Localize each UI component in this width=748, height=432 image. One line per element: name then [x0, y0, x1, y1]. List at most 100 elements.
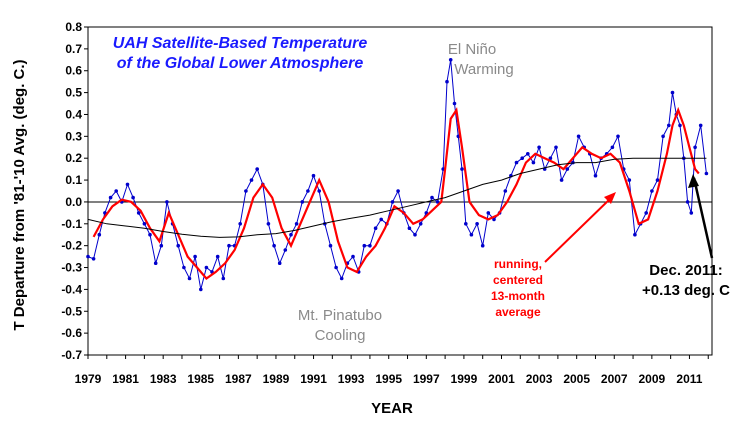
monthly-point	[266, 222, 271, 226]
dec-2011-arrowhead	[688, 174, 699, 188]
trend-line	[87, 157, 707, 238]
dec-2011-label-2: +0.13 deg. C	[642, 282, 730, 299]
monthly-point	[91, 257, 96, 261]
monthly-point	[176, 243, 180, 248]
monthly-point	[142, 222, 147, 226]
monthly-point	[526, 152, 530, 156]
x-tick-label: 2009	[639, 372, 666, 386]
monthly-point	[698, 123, 703, 128]
monthly-point	[460, 167, 464, 171]
x-tick-label: 1999	[451, 372, 478, 386]
monthly-point	[238, 222, 242, 226]
x-tick-label: 1989	[263, 372, 290, 386]
y-tick-label: 0.7	[65, 42, 82, 56]
series-layer	[86, 58, 709, 292]
monthly-point	[407, 226, 412, 230]
monthly-point	[249, 178, 254, 182]
monthly-point	[452, 101, 457, 106]
monthly-point	[311, 173, 316, 178]
y-tick-label: -0.1	[61, 217, 82, 231]
x-tick-label: 1991	[300, 372, 327, 386]
monthly-point	[593, 173, 598, 178]
chart-title-line-2: of the Global Lower Atmosphere	[117, 55, 364, 72]
monthly-point	[114, 189, 118, 193]
x-tick-label: 1997	[413, 372, 440, 386]
monthly-point	[368, 243, 372, 248]
chart-title-line-1: UAH Satellite-Based Temperature	[113, 35, 368, 52]
y-tick-label: 0.0	[65, 195, 82, 209]
y-tick-label: -0.3	[61, 261, 82, 275]
y-tick-label: 0.2	[65, 151, 82, 165]
monthly-point	[283, 248, 288, 252]
x-tick-label: 2011	[676, 372, 702, 386]
running-arrow	[544, 195, 614, 263]
monthly-point	[650, 189, 654, 193]
y-tick-label: -0.2	[61, 239, 82, 253]
y-tick-label: 0.8	[65, 20, 82, 34]
running-label-3: 13-month	[491, 289, 545, 303]
monthly-point	[678, 123, 682, 128]
x-tick-label: 1985	[187, 372, 214, 386]
x-tick-label: 1979	[75, 372, 102, 386]
running-label-1: running,	[494, 257, 542, 271]
pinatubo-label-1: Mt. Pinatubo	[298, 307, 382, 324]
monthly-point	[193, 254, 197, 259]
monthly-point	[514, 160, 519, 165]
monthly-point	[277, 261, 282, 266]
monthly-point	[108, 195, 113, 200]
monthly-point	[413, 232, 417, 237]
el-nino-label-1: El Niño	[448, 41, 496, 58]
monthly-point	[221, 276, 226, 281]
monthly-point	[667, 123, 671, 128]
monthly-point	[379, 217, 384, 222]
monthly-point	[125, 182, 130, 187]
monthly-point	[418, 222, 423, 226]
x-tick-label: 1987	[225, 372, 252, 386]
monthly-point	[165, 200, 169, 204]
monthly-point	[215, 254, 220, 259]
monthly-point	[334, 265, 338, 270]
monthly-point	[306, 189, 310, 193]
monthly-point	[187, 276, 192, 281]
monthly-point	[576, 134, 581, 139]
monthly-point	[565, 167, 570, 171]
monthly-point	[554, 145, 558, 150]
monthly-point	[704, 171, 709, 176]
monthly-point	[396, 189, 400, 193]
monthly-point	[289, 232, 293, 237]
y-tick-label: 0.6	[65, 64, 82, 78]
monthly-point	[227, 243, 231, 248]
monthly-point	[339, 276, 344, 281]
monthly-point	[670, 90, 675, 95]
x-tick-label: 1995	[375, 372, 402, 386]
monthly-point	[610, 145, 615, 150]
monthly-point	[328, 243, 333, 248]
monthly-point	[689, 211, 694, 215]
monthly-point	[633, 232, 637, 237]
y-tick-label: -0.5	[61, 304, 82, 318]
running-label-4: average	[495, 305, 541, 319]
y-axis-ticks: 0.8 0.7 0.6 0.5 0.4 0.3 0.2 0.1 0.0 -0.1 -0.2 -0.3 -…	[61, 20, 88, 362]
y-tick-label: -0.4	[61, 282, 82, 296]
monthly-point	[373, 226, 378, 230]
monthly-point	[548, 156, 553, 160]
monthly-point	[148, 232, 152, 237]
monthly-point	[480, 243, 485, 248]
running-label-2: centered	[493, 273, 543, 287]
monthly-point	[661, 134, 665, 139]
monthly-point	[448, 58, 453, 62]
monthly-point	[86, 254, 90, 259]
monthly-point	[244, 189, 248, 193]
monthly-point	[445, 79, 449, 84]
monthly-point	[655, 178, 660, 182]
x-tick-label: 2005	[563, 372, 590, 386]
monthly-point	[317, 189, 322, 193]
monthly-point	[362, 243, 367, 248]
x-axis-label: YEAR	[371, 400, 413, 417]
el-nino-label-2: Warming	[454, 61, 513, 78]
monthly-point	[616, 134, 620, 139]
monthly-point	[351, 254, 355, 259]
y-tick-label: 0.4	[65, 107, 82, 121]
monthly-point	[390, 200, 395, 204]
